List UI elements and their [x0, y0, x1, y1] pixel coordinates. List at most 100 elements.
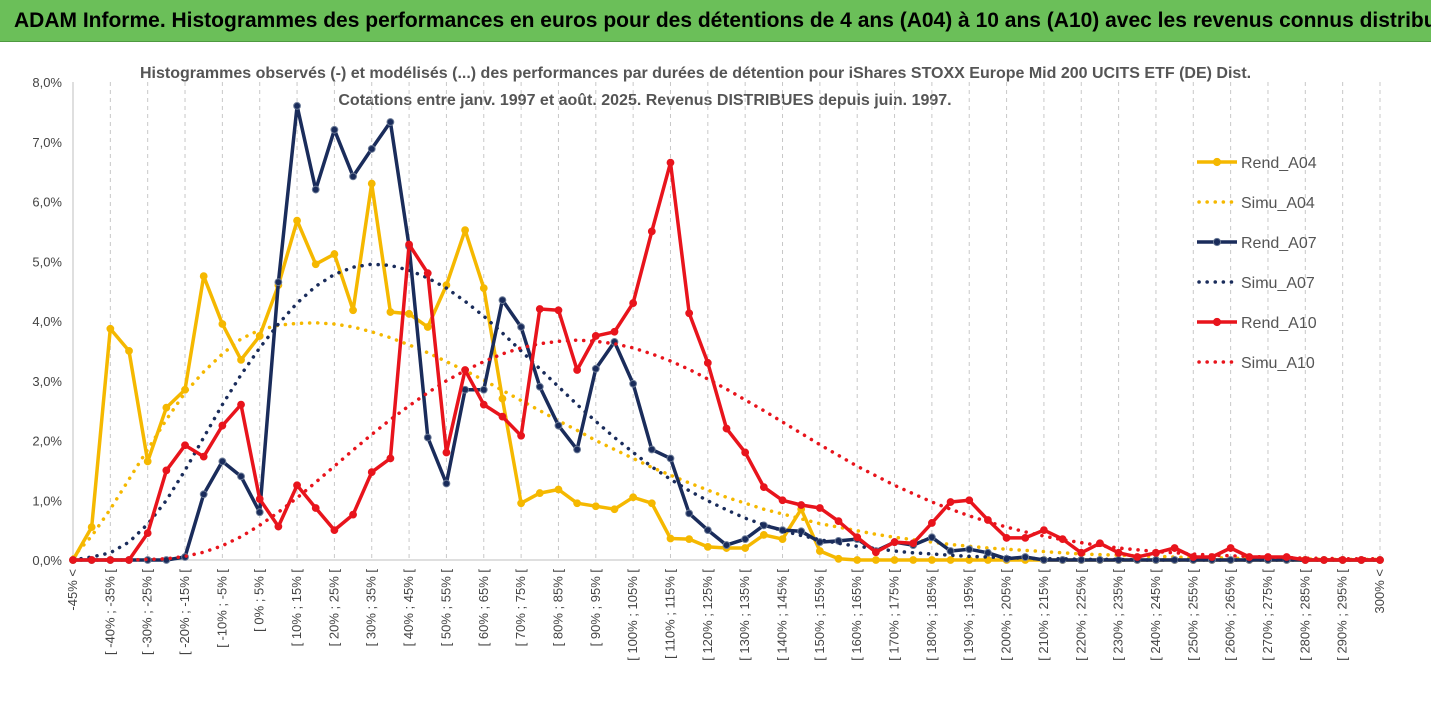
x-tick-label: [ 40% ; 45% [: [401, 569, 416, 647]
x-tick-label: [ 210% ; 215% [: [1036, 569, 1051, 661]
data-point-rend-a04: [293, 216, 301, 225]
legend-label-rend-a07: Rend_A07: [1241, 235, 1317, 252]
data-point-rend-a10: [965, 496, 974, 505]
data-point-rend-a10: [199, 452, 208, 461]
chart-title-line-1: Histogrammes observés (-) et modélisés (…: [140, 65, 1252, 82]
legend-label-simu-a04: Simu_A04: [1241, 195, 1315, 212]
data-point-rend-a10: [722, 424, 731, 433]
data-point-rend-a07: [741, 535, 750, 543]
data-point-rend-a10: [181, 441, 189, 450]
data-point-rend-a04: [591, 502, 600, 511]
data-point-rend-a04: [405, 309, 413, 318]
data-point-rend-a10: [237, 400, 245, 409]
data-point-rend-a04: [386, 308, 395, 316]
data-point-rend-a10: [1226, 544, 1235, 552]
series-lines: [69, 102, 1384, 564]
data-point-rend-a04: [218, 320, 227, 328]
data-point-rend-a04: [629, 493, 638, 502]
data-point-rend-a07: [274, 278, 283, 287]
data-point-rend-a10: [1021, 533, 1030, 542]
data-point-rend-a07: [629, 379, 638, 388]
data-point-rend-a04: [479, 284, 488, 293]
data-point-rend-a07: [554, 421, 563, 430]
x-tick-label: [ 60% ; 65% [: [476, 569, 491, 647]
data-point-rend-a07: [703, 526, 712, 535]
data-point-rend-a10: [1040, 526, 1048, 535]
data-point-rend-a04: [255, 332, 264, 340]
data-point-rend-a10: [1376, 556, 1384, 564]
data-point-rend-a10: [311, 504, 320, 512]
x-tick-label: [ 50% ; 55% [: [438, 569, 453, 647]
data-point-rend-a04: [610, 505, 619, 514]
data-point-rend-a10: [293, 481, 301, 490]
grid-lines: [72, 82, 1381, 560]
x-tick-label: [ 20% ; 25% [: [326, 569, 341, 647]
data-point-rend-a10: [1002, 533, 1011, 542]
x-tick-label: [ 220% ; 225% [: [1073, 569, 1088, 661]
y-tick-label: 3,0%: [32, 374, 62, 389]
y-tick-label: 4,0%: [32, 314, 62, 329]
y-tick-label: 6,0%: [32, 195, 62, 210]
x-tick-label: [ 100% ; 105% [: [625, 569, 640, 661]
data-point-rend-a07: [386, 118, 395, 126]
data-point-rend-a07: [685, 509, 694, 518]
data-point-rend-a07: [927, 533, 936, 542]
x-tick-label: [ 130% ; 135% [: [737, 569, 752, 661]
data-point-rend-a07: [647, 445, 656, 454]
data-point-rend-a04: [330, 250, 339, 258]
data-point-rend-a07: [591, 364, 600, 373]
data-point-rend-a10: [274, 522, 283, 531]
x-tick-label: [ 230% ; 235% [: [1111, 569, 1126, 661]
data-point-rend-a10: [759, 483, 768, 492]
data-point-rend-a04: [573, 499, 582, 508]
legend-marker-rend-a04: [1212, 157, 1222, 167]
x-tick-label: [ 290% ; 295% [: [1335, 569, 1350, 661]
data-point-rend-a04: [162, 403, 171, 412]
report-banner-title: ADAM Informe. Histogrammes des performan…: [0, 0, 1431, 42]
data-point-rend-a10: [647, 227, 656, 236]
data-point-rend-a07: [311, 185, 320, 194]
data-point-rend-a04: [311, 260, 320, 269]
x-tick-label: [ -20% ; -15% [: [177, 569, 192, 655]
data-point-rend-a07: [349, 172, 357, 181]
x-tick-label: [ 70% ; 75% [: [513, 569, 528, 647]
chart-title-line-2: Cotations entre janv. 1997 et août. 2025…: [338, 92, 952, 109]
series-line-rend-a04: [71, 181, 1380, 562]
data-point-rend-a07: [517, 323, 526, 331]
data-point-rend-a04: [871, 556, 880, 564]
x-tick-label: [ 80% ; 85% [: [550, 569, 565, 647]
data-point-rend-a07: [797, 527, 806, 536]
data-point-rend-a07: [255, 508, 264, 517]
data-point-rend-a07: [573, 445, 582, 454]
legend-marker-rend-a07: [1212, 237, 1222, 247]
data-point-rend-a07: [946, 547, 955, 555]
x-tick-label: [ 0% ; 5% [: [252, 569, 267, 632]
data-point-rend-a07: [815, 538, 824, 546]
data-point-rend-a10: [554, 306, 563, 315]
x-tick-label: [ 200% ; 205% [: [999, 569, 1014, 661]
data-point-rend-a04: [461, 226, 470, 235]
x-tick-label: [ 260% ; 265% [: [1223, 569, 1238, 661]
data-point-rend-a04: [143, 457, 152, 466]
data-point-rend-a10: [442, 448, 451, 457]
data-point-rend-a04: [87, 523, 96, 532]
data-point-rend-a04: [237, 355, 245, 364]
data-point-rend-a10: [666, 158, 675, 167]
data-point-rend-a10: [610, 327, 619, 336]
series-line-simu-a10: [71, 338, 1382, 562]
data-point-rend-a10: [797, 501, 806, 509]
x-tick-label: [ 150% ; 155% [: [812, 569, 827, 661]
data-point-rend-a04: [703, 542, 712, 551]
data-point-rend-a04: [685, 535, 694, 543]
x-tick-label: 300% <: [1372, 569, 1387, 613]
data-point-rend-a10: [685, 309, 694, 318]
data-point-rend-a10: [1114, 548, 1123, 557]
data-point-rend-a07: [479, 385, 488, 394]
data-point-rend-a04: [890, 556, 899, 564]
y-tick-label: 8,0%: [32, 75, 62, 90]
data-point-rend-a10: [535, 305, 544, 313]
x-tick-label: [ 30% ; 35% [: [364, 569, 379, 647]
x-tick-label: [ 240% ; 245% [: [1148, 569, 1163, 661]
data-point-rend-a04: [927, 556, 936, 564]
x-tick-label: [ 180% ; 185% [: [924, 569, 939, 661]
